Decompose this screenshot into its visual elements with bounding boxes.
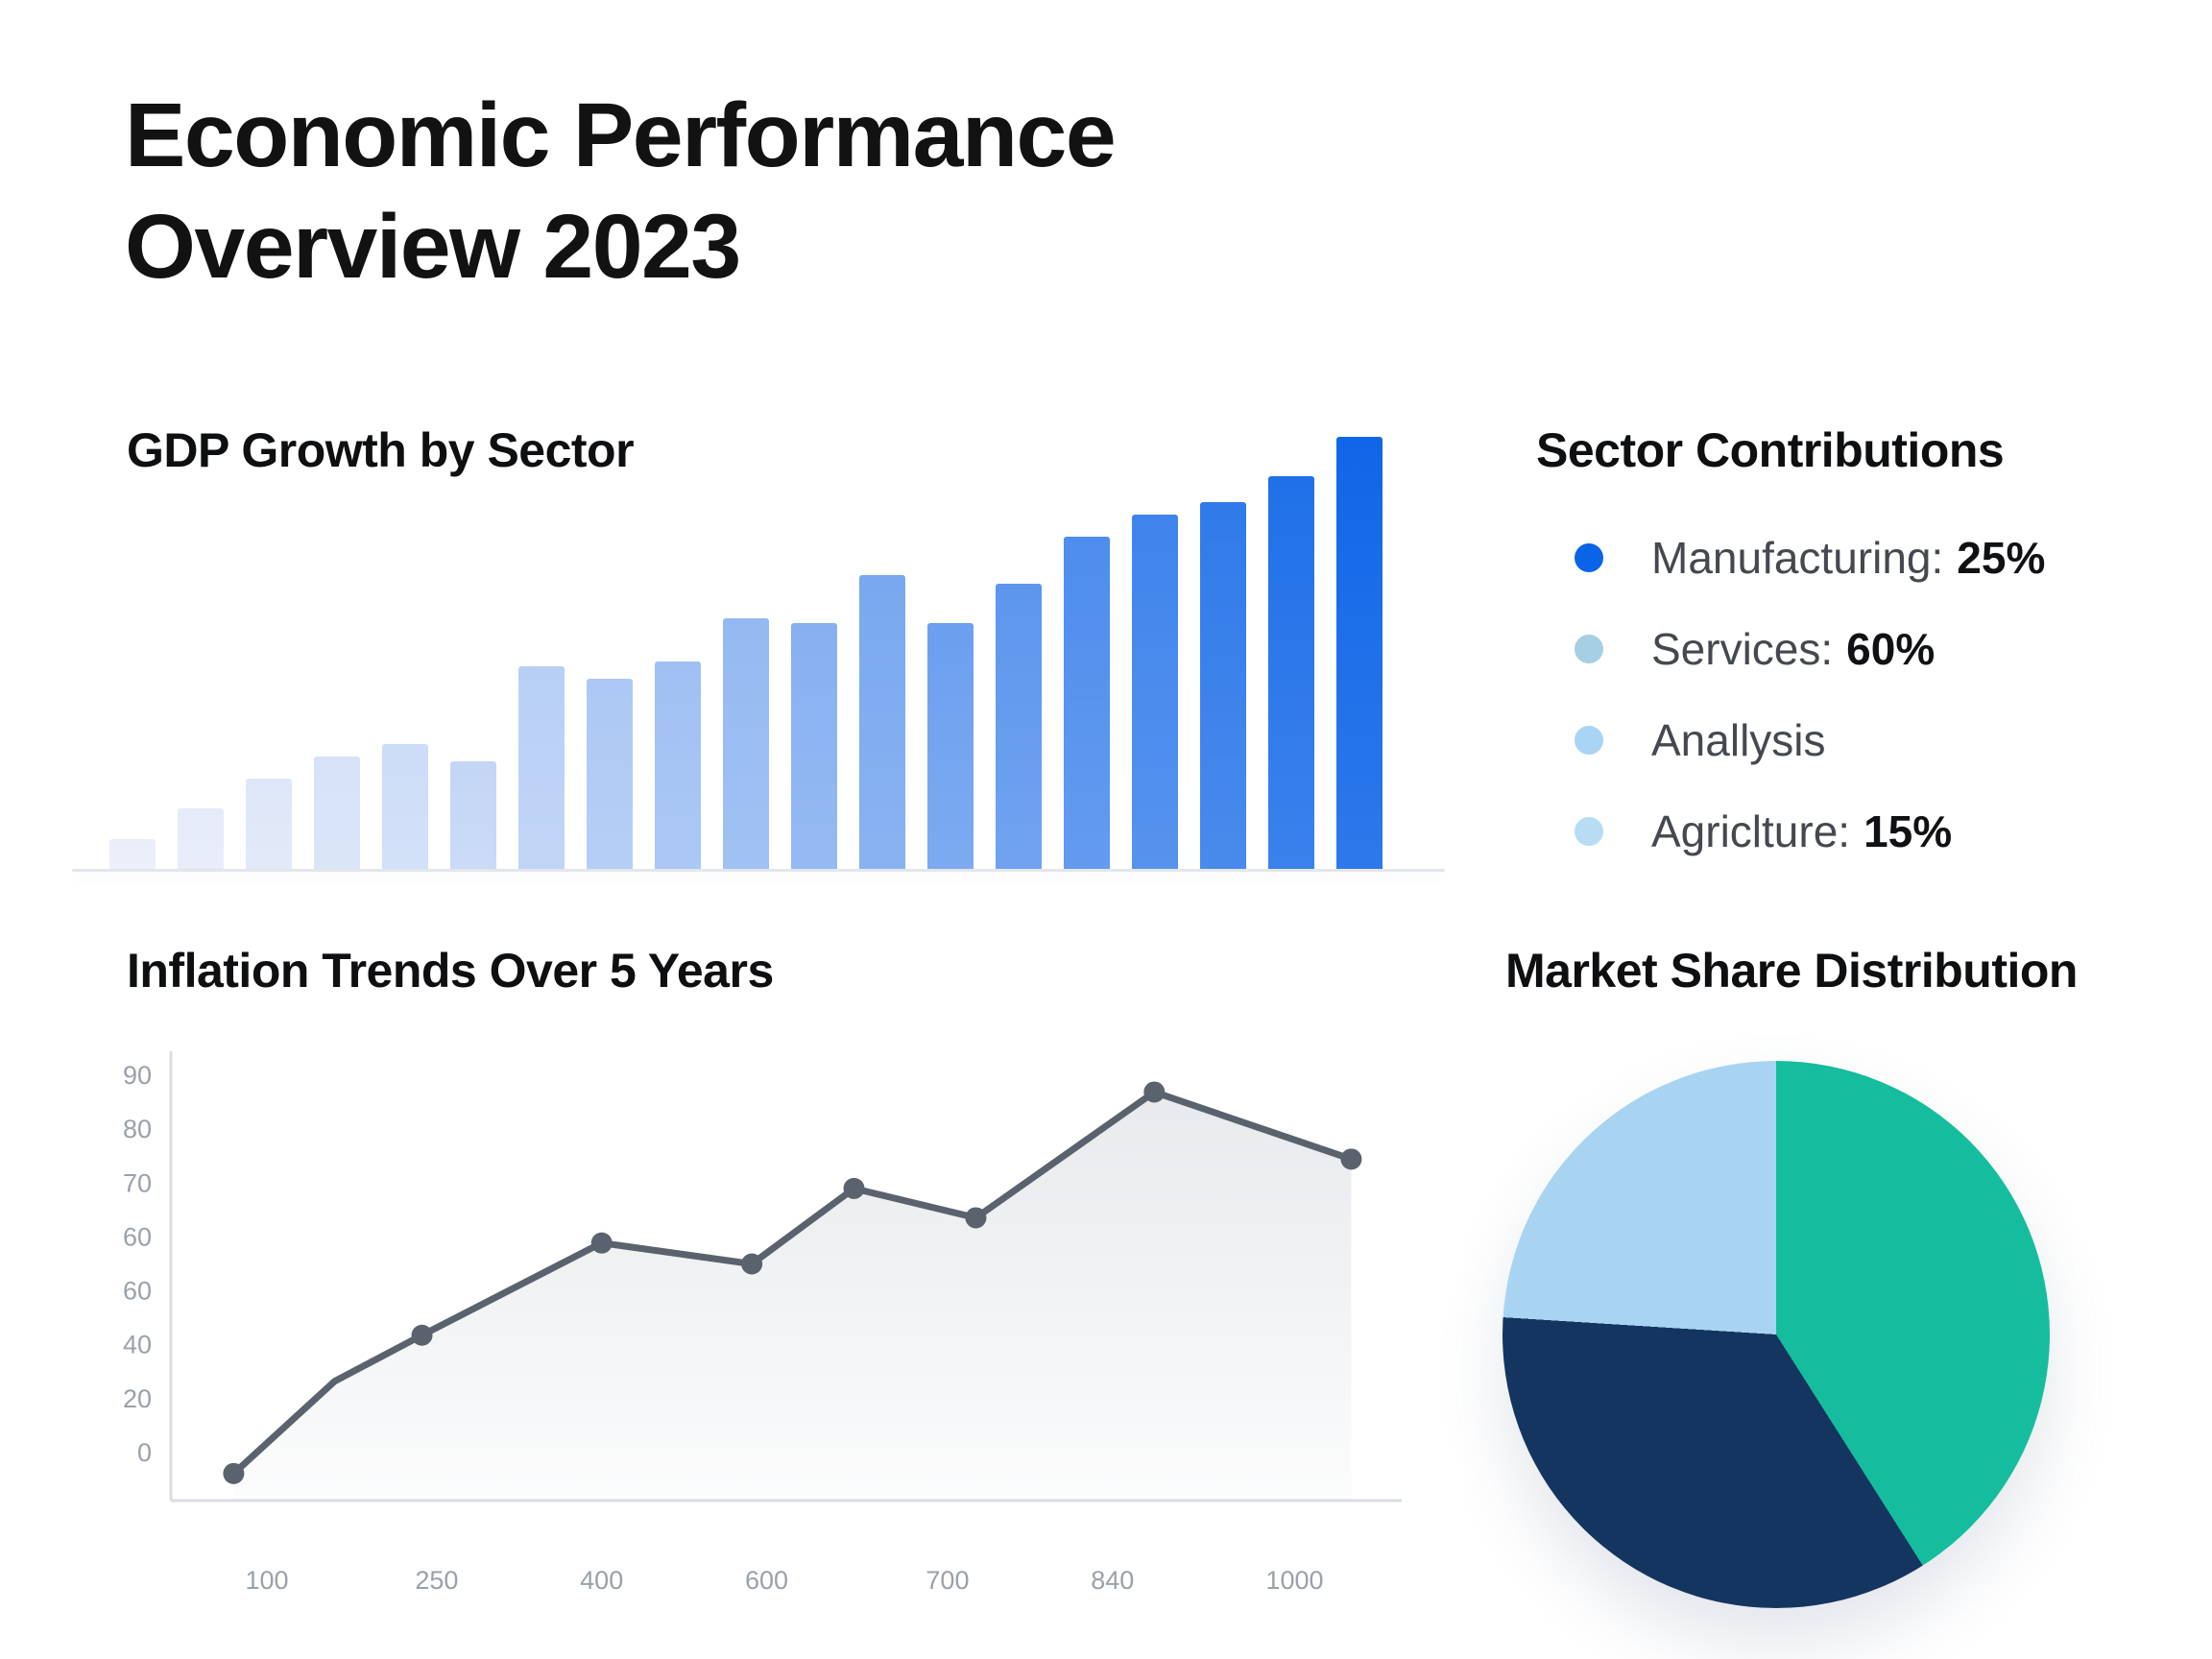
pie-chart-title: Market Share Distribution [1505,944,2078,998]
x-axis-tick-label: 1000 [1265,1566,1323,1595]
trend-area-fill [233,1092,1352,1501]
bar-chart-baseline [72,869,1445,872]
data-point [223,1462,245,1484]
page-title-line-1: Economic Performance [125,84,1117,186]
y-axis-tick-label: 20 [123,1384,152,1413]
data-point [965,1207,987,1229]
x-axis-tick-label: 400 [580,1566,623,1595]
legend-item-label: Anallysis [1651,715,1826,765]
legend-bullet-icon [1575,726,1603,755]
gdp-bar [450,760,496,869]
y-axis-tick-label: 60 [123,1222,152,1251]
legend-item: Anallysis [1575,712,2045,768]
x-axis-tick-label: 840 [1091,1566,1134,1595]
gdp-bar [109,838,156,869]
x-axis-tick-label: 250 [415,1566,458,1595]
gdp-bar [1064,536,1110,869]
gdp-bar [382,743,428,869]
gdp-bar [246,778,292,869]
y-axis-tick-label: 90 [123,1061,152,1090]
gdp-bar [996,584,1042,869]
legend-bullet-icon [1575,817,1603,846]
y-axis-tick-label: 0 [137,1438,152,1467]
legend-bullet-icon [1575,543,1603,572]
legend-bullet-icon [1575,635,1603,663]
data-point [741,1253,763,1275]
legend-item-value: 15% [1863,806,1953,856]
gdp-bar [723,618,769,869]
market-share-pie [1503,1061,2050,1608]
y-axis-tick-label: 70 [123,1168,152,1197]
gdp-bar [1268,475,1314,869]
legend-item-label: Agriclture: 15% [1651,806,1953,856]
gdp-bar [655,661,701,869]
page-title-line-2: Overview 2023 [125,195,741,298]
gdp-bar [587,679,633,869]
legend-item: Agriclture: 15% [1575,804,2045,859]
gdp-bar [791,622,837,869]
x-axis-tick-label: 600 [745,1566,788,1595]
page-title: Economic Performance Overview 2023 [125,81,1117,303]
gdp-bar [518,665,565,869]
gdp-bar [1336,437,1382,869]
data-point [843,1177,865,1199]
legend-item-value: 25% [1957,533,2046,583]
legend-item-label: Manufacturing: 25% [1651,533,2046,583]
legend-item-value: 60% [1846,624,1936,674]
gdp-bar [859,575,905,869]
data-point [1340,1148,1362,1170]
inflation-line-chart: 90 80 70 60 60 40 20 0 100 250 400 600 700 840 1000 [123,1051,1402,1595]
legend-title: Sector Contributions [1536,423,2005,477]
gdp-bar [1200,501,1246,869]
data-point [590,1232,613,1254]
gdp-bar [1132,515,1178,869]
sector-legend: Manufacturing: 25% Services: 60% Anallysis Ag… [1575,530,2045,895]
y-axis-tick-label: 40 [123,1331,152,1359]
gdp-bar [927,622,974,869]
y-axis-tick-label: 60 [123,1277,152,1306]
y-axis-tick-label: 80 [123,1115,152,1143]
bar-chart-title: GDP Growth by Sector [127,423,635,477]
legend-item-label: Services: 60% [1651,624,1936,674]
gdp-bar [178,808,224,869]
data-point [1143,1081,1166,1103]
data-point [411,1324,433,1346]
gdp-bar-chart [109,427,1415,869]
legend-item: Services: 60% [1575,621,2045,677]
legend-item: Manufacturing: 25% [1575,530,2045,586]
x-axis-tick-label: 100 [245,1566,288,1595]
line-chart-title: Inflation Trends Over 5 Years [127,944,774,998]
x-axis-tick-label: 700 [926,1566,969,1595]
gdp-bar [314,757,360,869]
